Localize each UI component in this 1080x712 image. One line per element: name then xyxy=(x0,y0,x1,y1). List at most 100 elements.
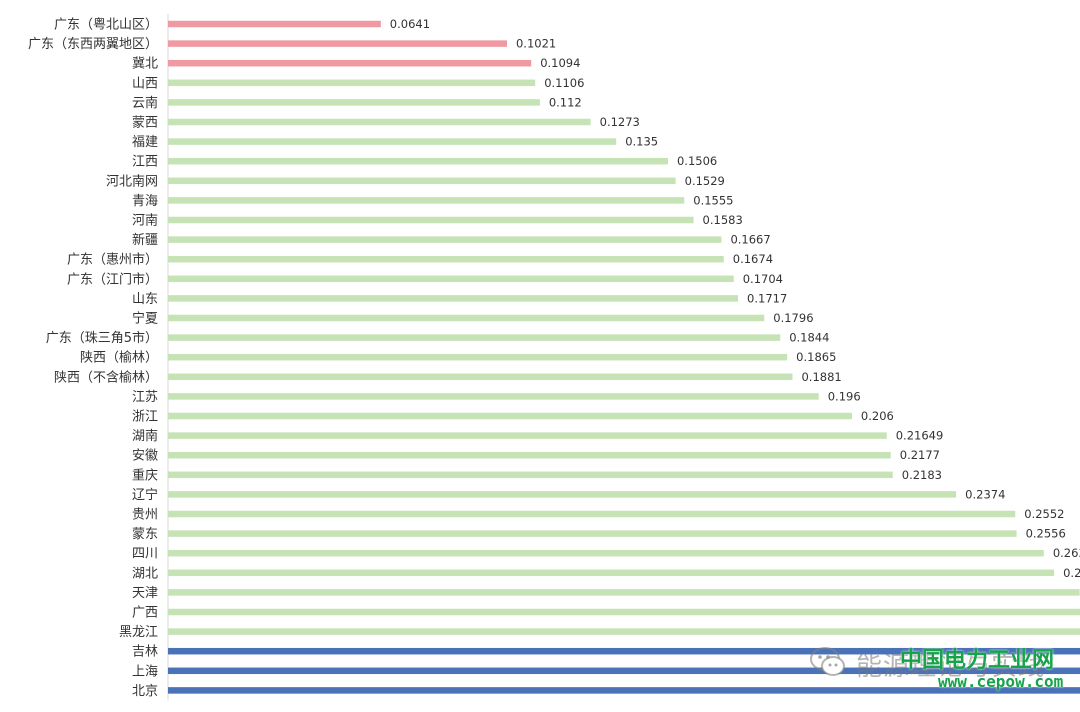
bar xyxy=(168,255,724,263)
value-label: 0.2552 xyxy=(1024,507,1064,521)
bar xyxy=(168,373,793,381)
bar xyxy=(168,157,668,165)
bar xyxy=(168,275,734,283)
category-label: 蒙西 xyxy=(132,116,158,131)
value-label: 0.2177 xyxy=(900,448,940,462)
bar xyxy=(168,687,1080,694)
value-label: 0.1704 xyxy=(743,272,783,286)
value-label: 0.2374 xyxy=(965,487,1005,501)
category-label: 陕西（不含榆林） xyxy=(54,369,158,385)
category-label: 江苏 xyxy=(132,389,158,405)
value-label: 0.1717 xyxy=(747,291,787,305)
bar xyxy=(168,40,507,47)
bar xyxy=(168,99,540,106)
category-label: 广东（江门市） xyxy=(67,271,158,287)
value-label: 0.135 xyxy=(625,135,658,149)
category-label: 宁夏 xyxy=(132,311,158,327)
bar xyxy=(168,432,887,439)
category-label: 天津 xyxy=(132,586,158,601)
category-label: 江西 xyxy=(132,155,158,170)
bar xyxy=(168,334,781,341)
bar xyxy=(168,510,1016,518)
value-label: 0.2638 xyxy=(1053,546,1080,560)
value-label: 0.2183 xyxy=(902,468,942,482)
bar xyxy=(168,118,591,126)
bar xyxy=(168,138,617,145)
value-label: 0.1667 xyxy=(730,233,770,247)
bar xyxy=(168,314,765,322)
bar xyxy=(168,20,381,28)
wechat-icon xyxy=(810,647,845,676)
value-label: 0.1021 xyxy=(516,37,556,51)
category-label: 四川 xyxy=(132,547,158,562)
category-label: 安徽 xyxy=(132,449,158,464)
category-label: 冀北 xyxy=(132,56,158,72)
bar xyxy=(168,491,957,498)
watermark-account: 能源理论与实践 xyxy=(856,652,1046,682)
value-label: 0.1555 xyxy=(693,193,733,207)
value-label: 0.2669 xyxy=(1063,566,1080,580)
category-label: 陕西（榆林） xyxy=(80,351,158,366)
category-label: 上海 xyxy=(132,664,158,679)
category-label: 湖南 xyxy=(132,428,158,444)
bar xyxy=(168,608,1080,616)
watermark-site-name: 中国电力工业网 xyxy=(900,648,1055,673)
category-label: 山东 xyxy=(132,292,158,307)
category-label: 贵州 xyxy=(132,508,158,523)
category-label: 云南 xyxy=(132,95,158,111)
category-label: 广东（东西两翼地区） xyxy=(28,37,158,52)
category-label: 河北南网 xyxy=(106,173,158,189)
value-label: 0.112 xyxy=(549,95,582,109)
bar xyxy=(168,412,852,420)
category-label: 福建 xyxy=(132,135,158,150)
bar xyxy=(168,530,1017,537)
bar xyxy=(168,647,1080,655)
value-label: 0.1796 xyxy=(773,311,813,325)
bar xyxy=(168,589,1080,596)
category-label: 山西 xyxy=(132,76,158,91)
value-label: 0.0641 xyxy=(390,17,430,31)
value-label: 0.1506 xyxy=(677,154,717,168)
bar xyxy=(168,549,1044,557)
bar xyxy=(168,197,685,204)
category-label: 浙江 xyxy=(132,410,158,425)
bar xyxy=(168,471,893,479)
bar xyxy=(168,667,1080,675)
category-label: 广西 xyxy=(132,606,158,621)
watermark-url: www.cepow.com xyxy=(938,672,1064,691)
bar xyxy=(168,393,819,400)
value-label: 0.21649 xyxy=(896,429,944,443)
value-label: 0.1094 xyxy=(540,56,580,70)
bar xyxy=(168,79,536,87)
bar xyxy=(168,236,722,243)
category-label: 北京 xyxy=(132,684,158,699)
category-label: 重庆 xyxy=(132,467,158,483)
value-label: 0.196 xyxy=(828,389,861,403)
category-label: 青海 xyxy=(132,194,158,209)
value-label: 0.1881 xyxy=(801,370,841,384)
category-label: 湖北 xyxy=(132,566,158,581)
category-label: 广东（粤北山区） xyxy=(54,17,158,33)
category-label: 广东（珠三角5市） xyxy=(46,330,158,346)
category-label: 广东（惠州市） xyxy=(67,252,158,268)
bar xyxy=(168,59,532,67)
value-label: 0.1844 xyxy=(789,331,829,345)
bar xyxy=(168,295,739,302)
bar xyxy=(168,569,1055,577)
value-label: 0.1674 xyxy=(733,252,773,266)
category-label: 黑龙江 xyxy=(119,625,158,640)
value-label: 0.1865 xyxy=(796,350,836,364)
category-label: 蒙东 xyxy=(132,527,158,542)
value-label: 0.1529 xyxy=(685,174,725,188)
bar xyxy=(168,177,676,185)
value-label: 0.1273 xyxy=(600,115,640,129)
bar xyxy=(168,216,694,224)
bar xyxy=(168,451,891,459)
value-label: 0.206 xyxy=(861,409,894,423)
category-label: 河南 xyxy=(132,213,158,229)
bar xyxy=(168,628,1080,635)
value-label: 0.2556 xyxy=(1026,527,1066,541)
category-label: 新疆 xyxy=(132,232,158,248)
